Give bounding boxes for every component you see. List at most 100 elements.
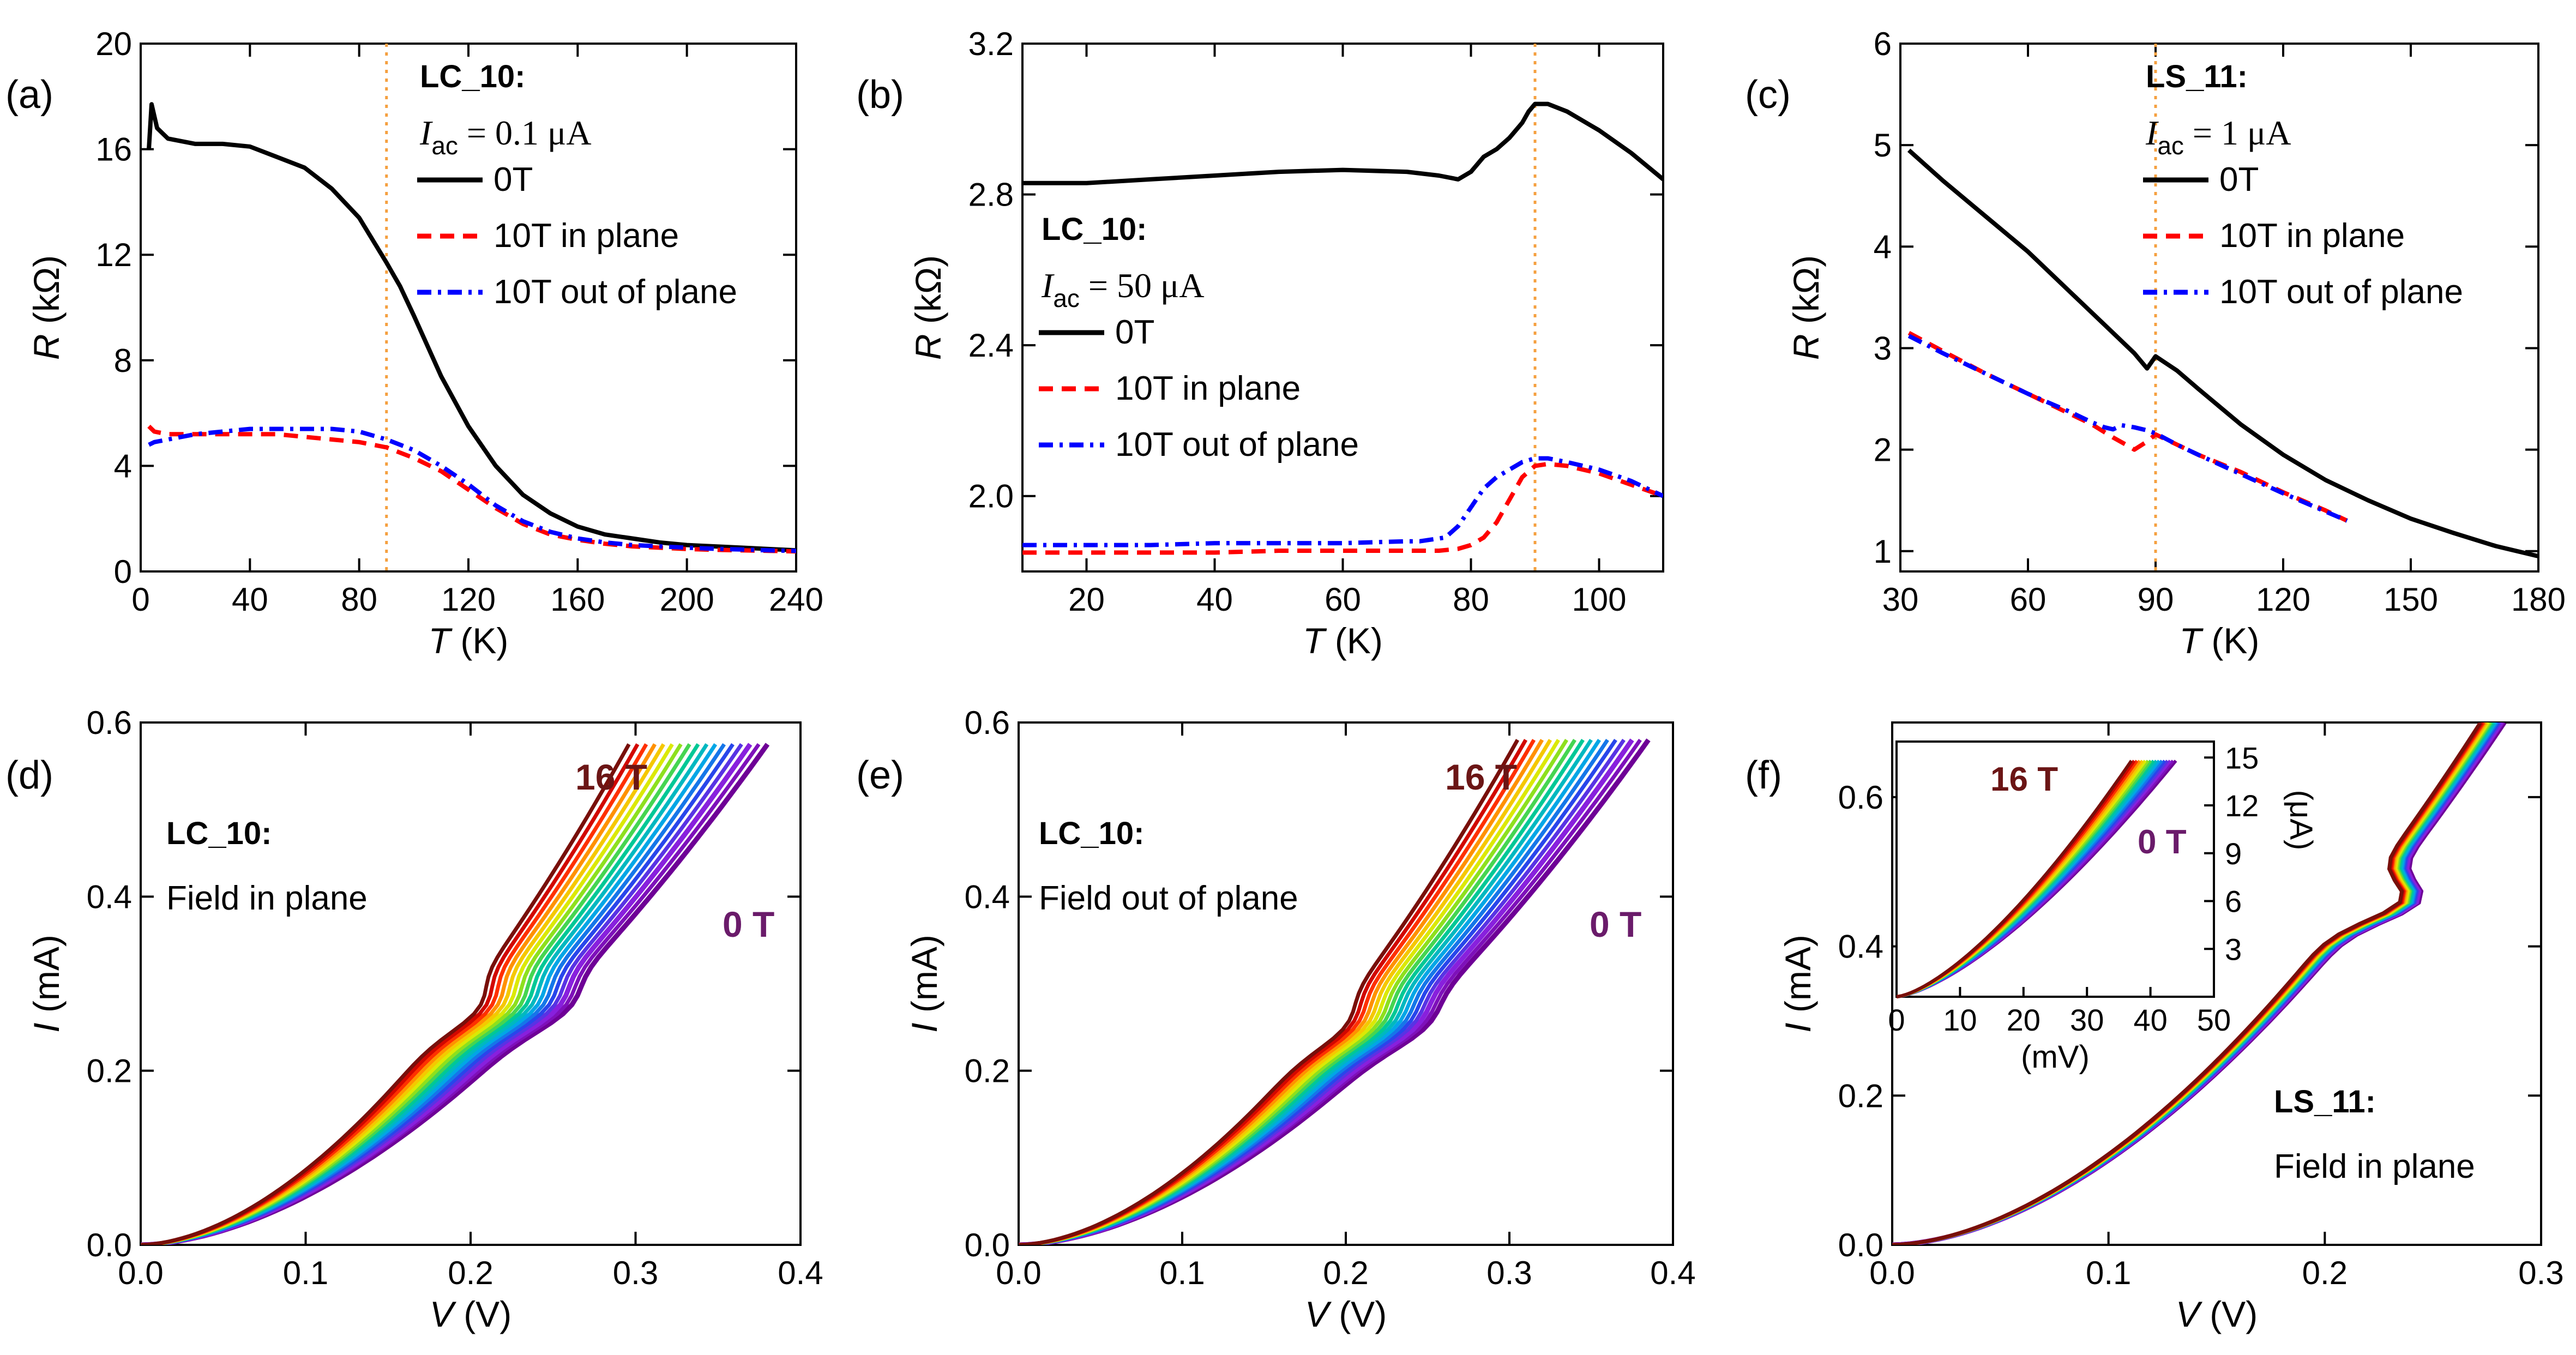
y-tick-label: 6: [1874, 26, 1892, 62]
x-axis-label: V (V): [430, 1294, 511, 1334]
inset-iv-curve-16: [1896, 760, 2133, 998]
legend-label-1: 10T in plane: [493, 217, 679, 255]
x-tick-label: 80: [341, 581, 377, 618]
x-axis-label: T (K): [1303, 621, 1383, 661]
y-tick-label: 0.2: [87, 1053, 132, 1089]
series-line-0: [147, 102, 796, 553]
panel-label: (e): [856, 754, 904, 797]
plot-frame: [1899, 43, 2539, 573]
sample-label: LC_10:: [1039, 816, 1144, 851]
inset-y-tick-label: 3: [2225, 932, 2242, 966]
inset-x-tick-label: 50: [2197, 1003, 2231, 1037]
x-tick-label: 30: [1882, 581, 1919, 618]
series-line-2: [148, 426, 796, 553]
panel-label: (f): [1745, 754, 1782, 797]
legend-label-1: 10T in plane: [1115, 370, 1301, 407]
y-tick-label: 0.0: [87, 1227, 132, 1263]
x-tick-label: 0.0: [996, 1255, 1041, 1291]
y-tick-label: 0.4: [1838, 929, 1883, 965]
x-tick-label: 200: [660, 581, 714, 618]
iv-curve-16: [1892, 722, 2482, 1245]
series-line-0: [1022, 101, 1663, 185]
plot-area: [1892, 722, 2507, 1245]
x-tick-label: 40: [1196, 581, 1233, 618]
inset-bottom-field-label: 0 T: [2138, 823, 2187, 861]
inset-y-tick-label: 12: [2225, 788, 2259, 823]
y-axis-label: R (kΩ): [26, 255, 67, 360]
x-tick-label: 0.2: [1323, 1255, 1368, 1291]
x-tick-label: 160: [550, 581, 605, 618]
y-tick-label: 0.4: [87, 878, 132, 915]
plot-area: [1019, 738, 1651, 1245]
x-tick-label: 0.3: [613, 1255, 658, 1291]
y-tick-label: 0.2: [1838, 1077, 1883, 1114]
y-tick-label: 3.2: [968, 26, 1014, 62]
y-tick-label: 0.0: [1838, 1227, 1883, 1263]
y-tick-label: 0.6: [965, 704, 1010, 741]
x-tick-label: 20: [1068, 581, 1105, 618]
panel-d: 0.0 0.1 0.2 0.3 0.4 0.0 0.2 0.4 0.6 V (V) I (mA) (d…: [5, 704, 823, 1334]
y-tick-label: 3: [1874, 330, 1892, 366]
legend-label-0: 0T: [1115, 314, 1154, 351]
y-tick-label: 0.6: [1838, 779, 1883, 816]
sample-label: LC_10:: [420, 59, 525, 94]
x-tick-label: 0.2: [448, 1255, 493, 1291]
iv-curve-16: [141, 743, 631, 1245]
x-tick-label: 0.4: [778, 1255, 823, 1291]
y-tick-label: 2.8: [968, 177, 1014, 213]
y-tick-label: 4: [114, 448, 132, 484]
legend-label-2: 10T out of plane: [1115, 426, 1359, 463]
inset-y-tick-label: 15: [2225, 740, 2259, 775]
inset-x-tick-label: 20: [2007, 1003, 2041, 1037]
field-description: Field in plane: [166, 880, 368, 917]
x-tick-label: 0.3: [2518, 1255, 2563, 1291]
plot-frame: [1891, 721, 2542, 1246]
iv-curve-16: [1019, 739, 1520, 1245]
plot-area: [1022, 44, 1663, 571]
x-tick-label: 0.1: [1159, 1255, 1205, 1291]
series-line-1: [1022, 461, 1663, 555]
field-description: Field in plane: [2274, 1148, 2475, 1185]
series-line-2: [1022, 456, 1663, 547]
x-axis-label: V (V): [2176, 1294, 2258, 1334]
x-tick-label: 120: [441, 581, 496, 618]
field-description: Field out of plane: [1039, 880, 1298, 917]
series-line-0: [1907, 148, 2538, 558]
y-tick-label: 16: [95, 131, 132, 168]
panel-c: 30 60 90 120 150 180 1 2 3 4 5 6 T (K) R (kΩ) (c) LS_11…: [1745, 26, 2566, 661]
y-axis-label: I (mA): [1778, 935, 1818, 1033]
legend-label-2: 10T out of plane: [493, 273, 737, 311]
y-tick-label: 0.0: [965, 1227, 1010, 1263]
bottom-field-label: 0 T: [1590, 904, 1641, 944]
y-tick-label: 0.4: [965, 878, 1010, 915]
x-tick-label: 60: [1325, 581, 1361, 618]
top-field-label: 16 T: [575, 757, 647, 797]
y-tick-label: 12: [95, 237, 132, 273]
x-tick-label: 120: [2256, 581, 2310, 618]
x-tick-label: 40: [232, 581, 268, 618]
current-label: Iac = 1 μA: [2145, 113, 2291, 160]
inset-x-tick-label: 10: [1943, 1003, 1977, 1037]
sample-label: LC_10:: [166, 816, 272, 851]
y-tick-label: 1: [1874, 533, 1892, 570]
y-axis-label: I (mA): [26, 935, 67, 1033]
inset-x-tick-label: 0: [1888, 1003, 1905, 1037]
x-tick-label: 0.4: [1650, 1255, 1695, 1291]
x-tick-label: 0.0: [118, 1255, 163, 1291]
plot-frame: [1021, 43, 1664, 573]
panel-b: 20 40 60 80 100 2.0 2.4 2.8 3.2 T (K) R (kΩ) (b) LC_…: [856, 26, 1664, 661]
series-line-1: [1907, 330, 2348, 523]
bottom-field-label: 0 T: [723, 904, 774, 944]
legend-label-0: 0T: [2219, 161, 2259, 198]
legend-label-0: 0T: [493, 161, 533, 198]
y-axis-label: R (kΩ): [908, 255, 948, 360]
x-axis-label: V (V): [1305, 1294, 1387, 1334]
current-label: Iac = 50 μA: [1041, 266, 1205, 312]
plot-area: [141, 743, 770, 1245]
inset-x-tick-label: 40: [2133, 1003, 2167, 1037]
x-tick-label: 90: [2138, 581, 2174, 618]
panel-label: (c): [1745, 73, 1791, 117]
series-line-2: [1907, 334, 2348, 523]
y-tick-label: 2: [1874, 432, 1892, 468]
plot-area: [147, 44, 796, 571]
